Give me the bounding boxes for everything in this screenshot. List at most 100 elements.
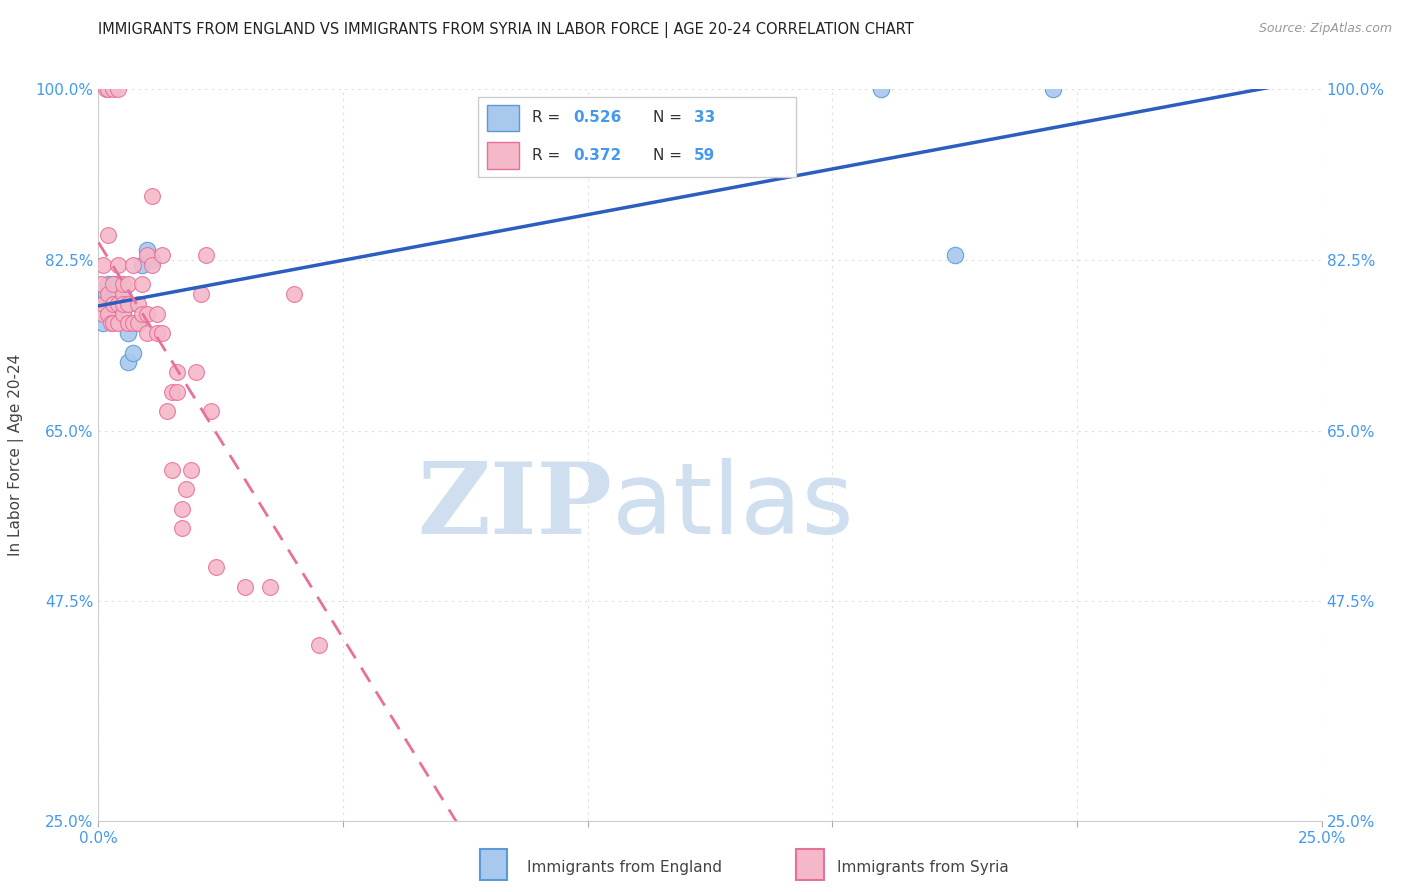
- FancyBboxPatch shape: [479, 849, 508, 880]
- Point: [121, 345, 143, 359]
- Point: [101, 82, 124, 96]
- Point: [101, 301, 124, 316]
- Point: [111, 287, 134, 301]
- Point: [111, 306, 134, 320]
- Point: [107, 258, 129, 272]
- Point: [283, 287, 305, 301]
- Point: [127, 316, 149, 330]
- Text: Source: ZipAtlas.com: Source: ZipAtlas.com: [1258, 22, 1392, 36]
- Point: [107, 287, 129, 301]
- Point: [111, 297, 134, 311]
- Point: [117, 297, 139, 311]
- Point: [195, 248, 218, 262]
- Point: [107, 277, 129, 292]
- Point: [200, 404, 222, 418]
- Point: [97, 228, 120, 243]
- Point: [91, 297, 114, 311]
- Point: [150, 326, 173, 340]
- Point: [90, 301, 112, 316]
- Point: [91, 306, 114, 320]
- Point: [97, 82, 120, 96]
- Point: [117, 355, 139, 369]
- Point: [117, 277, 139, 292]
- Point: [131, 277, 153, 292]
- Point: [146, 306, 169, 320]
- Text: Immigrants from England: Immigrants from England: [527, 860, 723, 874]
- Point: [160, 462, 183, 476]
- Point: [101, 297, 124, 311]
- Point: [101, 277, 124, 292]
- Point: [180, 462, 202, 476]
- Point: [100, 316, 122, 330]
- Text: ZIP: ZIP: [418, 458, 612, 555]
- Point: [943, 248, 966, 262]
- Point: [94, 287, 117, 301]
- Point: [131, 306, 153, 320]
- Point: [170, 501, 193, 516]
- Point: [101, 292, 124, 306]
- Point: [127, 297, 149, 311]
- Point: [233, 580, 256, 594]
- Point: [117, 297, 139, 311]
- Point: [150, 248, 173, 262]
- Text: IMMIGRANTS FROM ENGLAND VS IMMIGRANTS FROM SYRIA IN LABOR FORCE | AGE 20-24 CORR: IMMIGRANTS FROM ENGLAND VS IMMIGRANTS FR…: [98, 22, 914, 38]
- Point: [176, 482, 198, 496]
- Point: [97, 306, 120, 320]
- Point: [107, 292, 129, 306]
- Point: [91, 316, 114, 330]
- Point: [111, 297, 134, 311]
- Point: [141, 189, 163, 203]
- Point: [111, 277, 134, 292]
- Point: [100, 297, 122, 311]
- Point: [136, 243, 159, 257]
- Point: [141, 252, 163, 267]
- FancyBboxPatch shape: [796, 849, 824, 880]
- Point: [136, 248, 159, 262]
- Point: [111, 306, 134, 320]
- Point: [121, 258, 143, 272]
- Point: [146, 326, 169, 340]
- Point: [156, 404, 179, 418]
- Point: [308, 638, 330, 652]
- Point: [90, 277, 112, 292]
- Point: [107, 297, 129, 311]
- Point: [111, 287, 134, 301]
- Point: [121, 316, 143, 330]
- Point: [136, 326, 159, 340]
- Point: [97, 287, 120, 301]
- Point: [94, 82, 117, 96]
- Point: [190, 287, 212, 301]
- Point: [91, 297, 114, 311]
- Point: [107, 82, 129, 96]
- Point: [141, 258, 163, 272]
- Point: [107, 316, 129, 330]
- Text: Immigrants from Syria: Immigrants from Syria: [837, 860, 1008, 874]
- Point: [101, 316, 124, 330]
- Y-axis label: In Labor Force | Age 20-24: In Labor Force | Age 20-24: [8, 354, 24, 556]
- Point: [111, 301, 134, 316]
- Point: [160, 384, 183, 399]
- Text: atlas: atlas: [612, 458, 853, 555]
- Point: [166, 384, 188, 399]
- Point: [117, 316, 139, 330]
- Point: [101, 287, 124, 301]
- Point: [136, 306, 159, 320]
- Point: [127, 316, 149, 330]
- Point: [91, 258, 114, 272]
- Point: [90, 301, 112, 316]
- Point: [101, 292, 124, 306]
- Point: [131, 258, 153, 272]
- Point: [97, 277, 120, 292]
- Point: [97, 292, 120, 306]
- Point: [117, 326, 139, 340]
- Point: [166, 365, 188, 379]
- Point: [1042, 82, 1064, 96]
- Point: [170, 521, 193, 535]
- Point: [205, 560, 228, 574]
- Point: [259, 580, 281, 594]
- Point: [870, 82, 893, 96]
- Point: [107, 282, 129, 296]
- Point: [101, 277, 124, 292]
- Point: [186, 365, 208, 379]
- Point: [104, 301, 127, 316]
